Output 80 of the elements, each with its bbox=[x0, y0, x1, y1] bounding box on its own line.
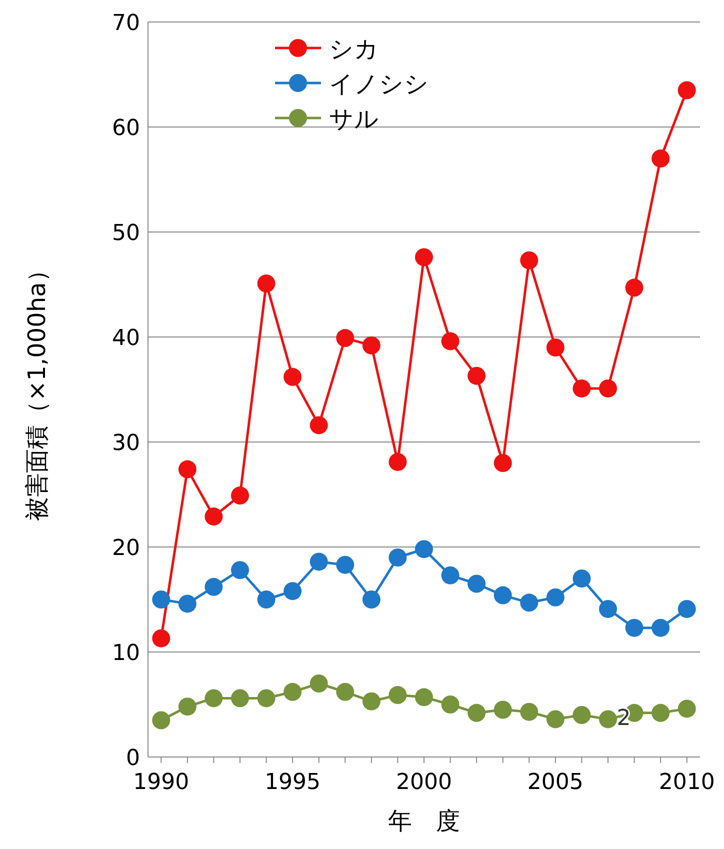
point bbox=[599, 379, 617, 398]
point bbox=[678, 81, 696, 100]
point bbox=[336, 556, 354, 574]
point bbox=[336, 329, 354, 348]
point bbox=[204, 689, 223, 708]
point bbox=[257, 689, 276, 708]
point bbox=[362, 692, 380, 710]
point bbox=[494, 700, 512, 719]
point bbox=[178, 594, 196, 613]
point bbox=[231, 486, 249, 505]
x-tick-label: 2000 bbox=[396, 770, 452, 795]
point bbox=[284, 582, 302, 600]
y-tick-label: 40 bbox=[112, 326, 140, 351]
point bbox=[652, 150, 670, 168]
point bbox=[310, 674, 328, 692]
point bbox=[415, 688, 433, 706]
point bbox=[678, 600, 696, 618]
y-tick-label: 10 bbox=[112, 641, 140, 666]
point bbox=[231, 689, 249, 708]
y-tick-label: 60 bbox=[112, 116, 140, 141]
y-tick-label: 70 bbox=[112, 11, 140, 36]
point bbox=[336, 682, 354, 701]
point bbox=[310, 552, 328, 571]
point bbox=[415, 248, 433, 266]
point bbox=[546, 588, 564, 606]
point bbox=[520, 251, 538, 270]
point bbox=[468, 574, 486, 593]
point bbox=[284, 368, 302, 386]
y-axis-title: 被害面積（×1,000ha） bbox=[23, 258, 51, 521]
point bbox=[520, 702, 538, 721]
y-tick-label: 0 bbox=[126, 746, 140, 771]
point bbox=[152, 711, 170, 730]
point bbox=[178, 698, 196, 716]
point bbox=[520, 594, 538, 612]
point bbox=[257, 590, 276, 608]
point bbox=[468, 704, 486, 722]
point bbox=[652, 618, 670, 637]
point bbox=[152, 590, 170, 608]
point bbox=[652, 704, 670, 722]
point bbox=[572, 379, 591, 398]
point bbox=[494, 454, 512, 472]
point bbox=[388, 686, 407, 704]
point bbox=[441, 696, 460, 714]
point bbox=[441, 332, 460, 350]
point bbox=[546, 710, 564, 728]
point bbox=[204, 508, 223, 526]
point bbox=[572, 706, 591, 724]
point bbox=[599, 710, 617, 728]
point bbox=[388, 548, 407, 566]
legend-label: イノシシ bbox=[329, 70, 429, 98]
point bbox=[284, 682, 302, 701]
y-tick-label: 50 bbox=[112, 221, 140, 246]
y-tick-label: 20 bbox=[112, 536, 140, 561]
point bbox=[178, 460, 196, 478]
point bbox=[362, 336, 380, 354]
x-axis-title: 年 度 bbox=[388, 807, 460, 835]
point bbox=[494, 586, 512, 604]
point bbox=[257, 274, 276, 292]
x-tick-label: 2005 bbox=[527, 770, 584, 795]
point bbox=[415, 540, 433, 558]
point bbox=[388, 452, 407, 471]
point bbox=[204, 578, 223, 596]
point bbox=[231, 561, 249, 580]
point bbox=[625, 618, 644, 637]
point bbox=[362, 590, 380, 608]
point bbox=[468, 366, 486, 385]
point bbox=[310, 416, 328, 434]
point bbox=[152, 629, 170, 648]
point bbox=[546, 338, 564, 356]
point bbox=[572, 570, 591, 588]
point bbox=[625, 278, 644, 297]
y-tick-label: 30 bbox=[112, 431, 140, 456]
point bbox=[678, 700, 696, 718]
legend-label: サル bbox=[329, 105, 379, 133]
x-tick-label: 1990 bbox=[133, 770, 190, 795]
x-tick-label: 1995 bbox=[264, 770, 321, 795]
x-tick-label: 2010 bbox=[658, 770, 715, 795]
point bbox=[441, 566, 460, 584]
point bbox=[599, 600, 617, 618]
legend-label: シカ bbox=[329, 35, 379, 63]
